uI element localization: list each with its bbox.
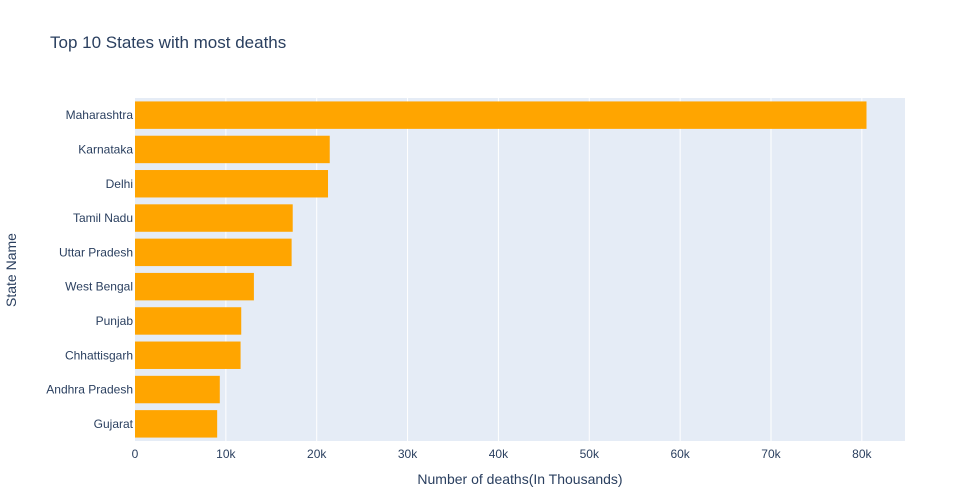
y-tick-label: Maharashtra — [66, 108, 134, 122]
y-tick-label: Delhi — [106, 177, 133, 191]
x-axis-title: Number of deaths(In Thousands) — [417, 471, 622, 487]
x-tick-label: 50k — [580, 447, 600, 461]
bar[interactable] — [135, 375, 220, 404]
x-axis-ticks: 0 10k 20k 30k 40k 50k 60k 70k 80k — [132, 447, 873, 461]
bar[interactable] — [135, 238, 292, 267]
y-tick-label: Andhra Pradesh — [46, 383, 133, 397]
x-tick-label: 30k — [398, 447, 418, 461]
y-tick-label: Tamil Nadu — [73, 211, 133, 225]
x-tick-label: 70k — [761, 447, 781, 461]
x-tick-label: 0 — [132, 447, 139, 461]
bar[interactable] — [135, 101, 867, 129]
y-axis-ticks: Maharashtra Karnataka Delhi Tamil Nadu Uttar… — [46, 108, 133, 431]
y-tick-label: Uttar Pradesh — [59, 245, 133, 259]
y-axis-title: State Name — [3, 233, 19, 307]
x-tick-label: 80k — [852, 447, 872, 461]
bars — [135, 101, 867, 438]
bar[interactable] — [135, 170, 329, 198]
x-tick-label: 10k — [216, 447, 236, 461]
x-tick-label: 60k — [670, 447, 690, 461]
y-tick-label: Punjab — [96, 314, 134, 328]
x-tick-label: 20k — [307, 447, 327, 461]
bar[interactable] — [135, 410, 218, 438]
chart-title: Top 10 States with most deaths — [50, 33, 286, 52]
bar[interactable] — [135, 135, 330, 164]
x-tick-label: 40k — [489, 447, 509, 461]
bar[interactable] — [135, 272, 254, 301]
bar[interactable] — [135, 341, 241, 369]
y-tick-label: Gujarat — [94, 417, 134, 431]
y-tick-label: Chhattisgarh — [65, 348, 133, 362]
bar[interactable] — [135, 204, 293, 232]
bar[interactable] — [135, 307, 242, 335]
y-tick-label: West Bengal — [65, 280, 133, 294]
y-tick-label: Karnataka — [78, 142, 133, 156]
